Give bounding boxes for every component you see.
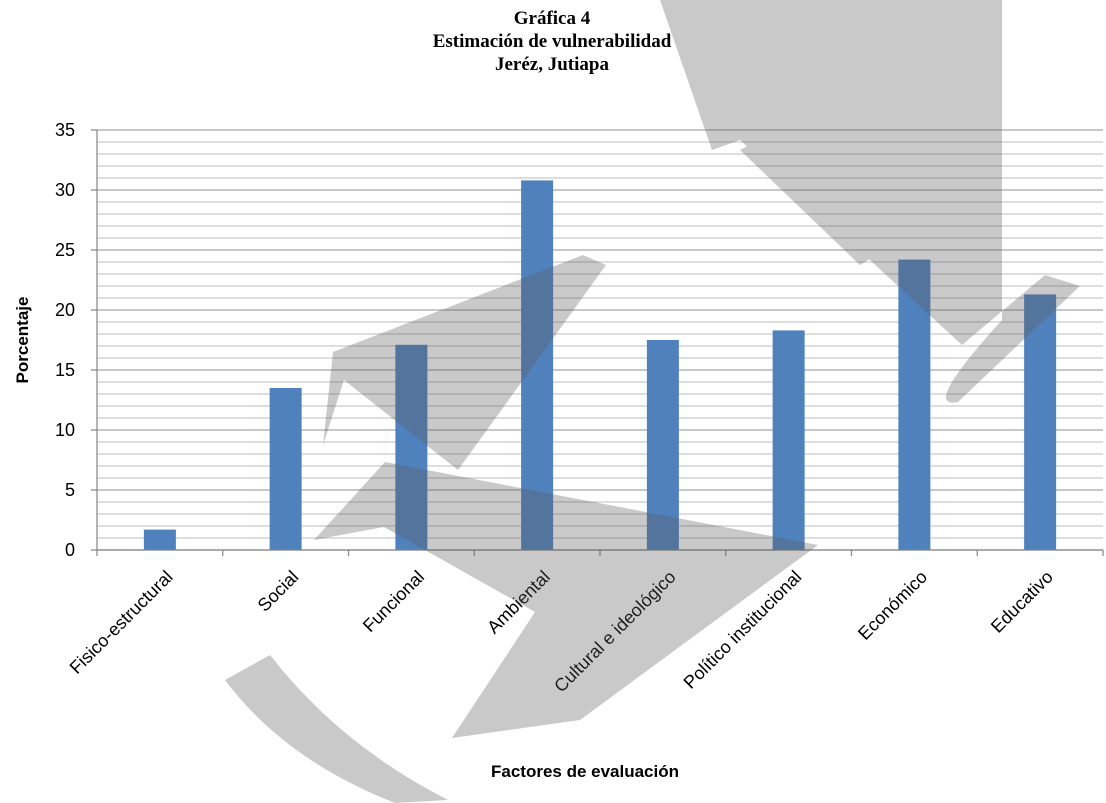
bar-6 <box>898 259 931 550</box>
y-tick-label: 30 <box>55 180 75 200</box>
axes <box>91 129 1104 556</box>
bar-3 <box>521 180 554 550</box>
y-tick-label: 0 <box>65 540 75 560</box>
y-tick-label: 10 <box>55 420 75 440</box>
x-tick-label-1: Social <box>254 567 303 616</box>
bar-1 <box>269 388 302 550</box>
watermark-n-shape <box>314 462 818 738</box>
x-axis-title: Factores de evaluación <box>491 762 679 781</box>
x-tick-label-0: Fisico-estructural <box>66 567 177 678</box>
y-tick-label: 5 <box>65 480 75 500</box>
bar-4 <box>646 340 679 550</box>
y-tick-label: 15 <box>55 360 75 380</box>
x-tick-label-7: Educativo <box>987 567 1057 637</box>
y-tick-label: 20 <box>55 300 75 320</box>
watermark-v-shape <box>323 255 606 470</box>
x-tick-label-2: Funcional <box>359 567 428 636</box>
y-tick-label: 25 <box>55 240 75 260</box>
gridlines <box>97 129 1103 551</box>
watermark-c-shape <box>225 655 448 803</box>
bar-0 <box>143 529 176 550</box>
y-tick-label: 35 <box>55 120 75 140</box>
watermark-logo <box>225 0 1080 803</box>
x-tick-label-6: Económico <box>854 567 931 644</box>
chart-title-line-1: Gráfica 4 <box>514 8 591 29</box>
bars <box>143 180 1057 550</box>
bar-2 <box>395 344 428 550</box>
watermark-p-shape <box>660 0 1080 403</box>
bar-5 <box>772 330 805 550</box>
y-tick-labels: 0 5 10 15 20 25 30 35 <box>55 120 75 560</box>
chart-title-line-3: Jeréz, Jutiapa <box>495 54 609 75</box>
y-axis-title: Porcentaje <box>13 297 32 384</box>
chart-title-line-2: Estimación de vulnerabilidad <box>433 31 672 52</box>
bar-7 <box>1024 294 1057 550</box>
